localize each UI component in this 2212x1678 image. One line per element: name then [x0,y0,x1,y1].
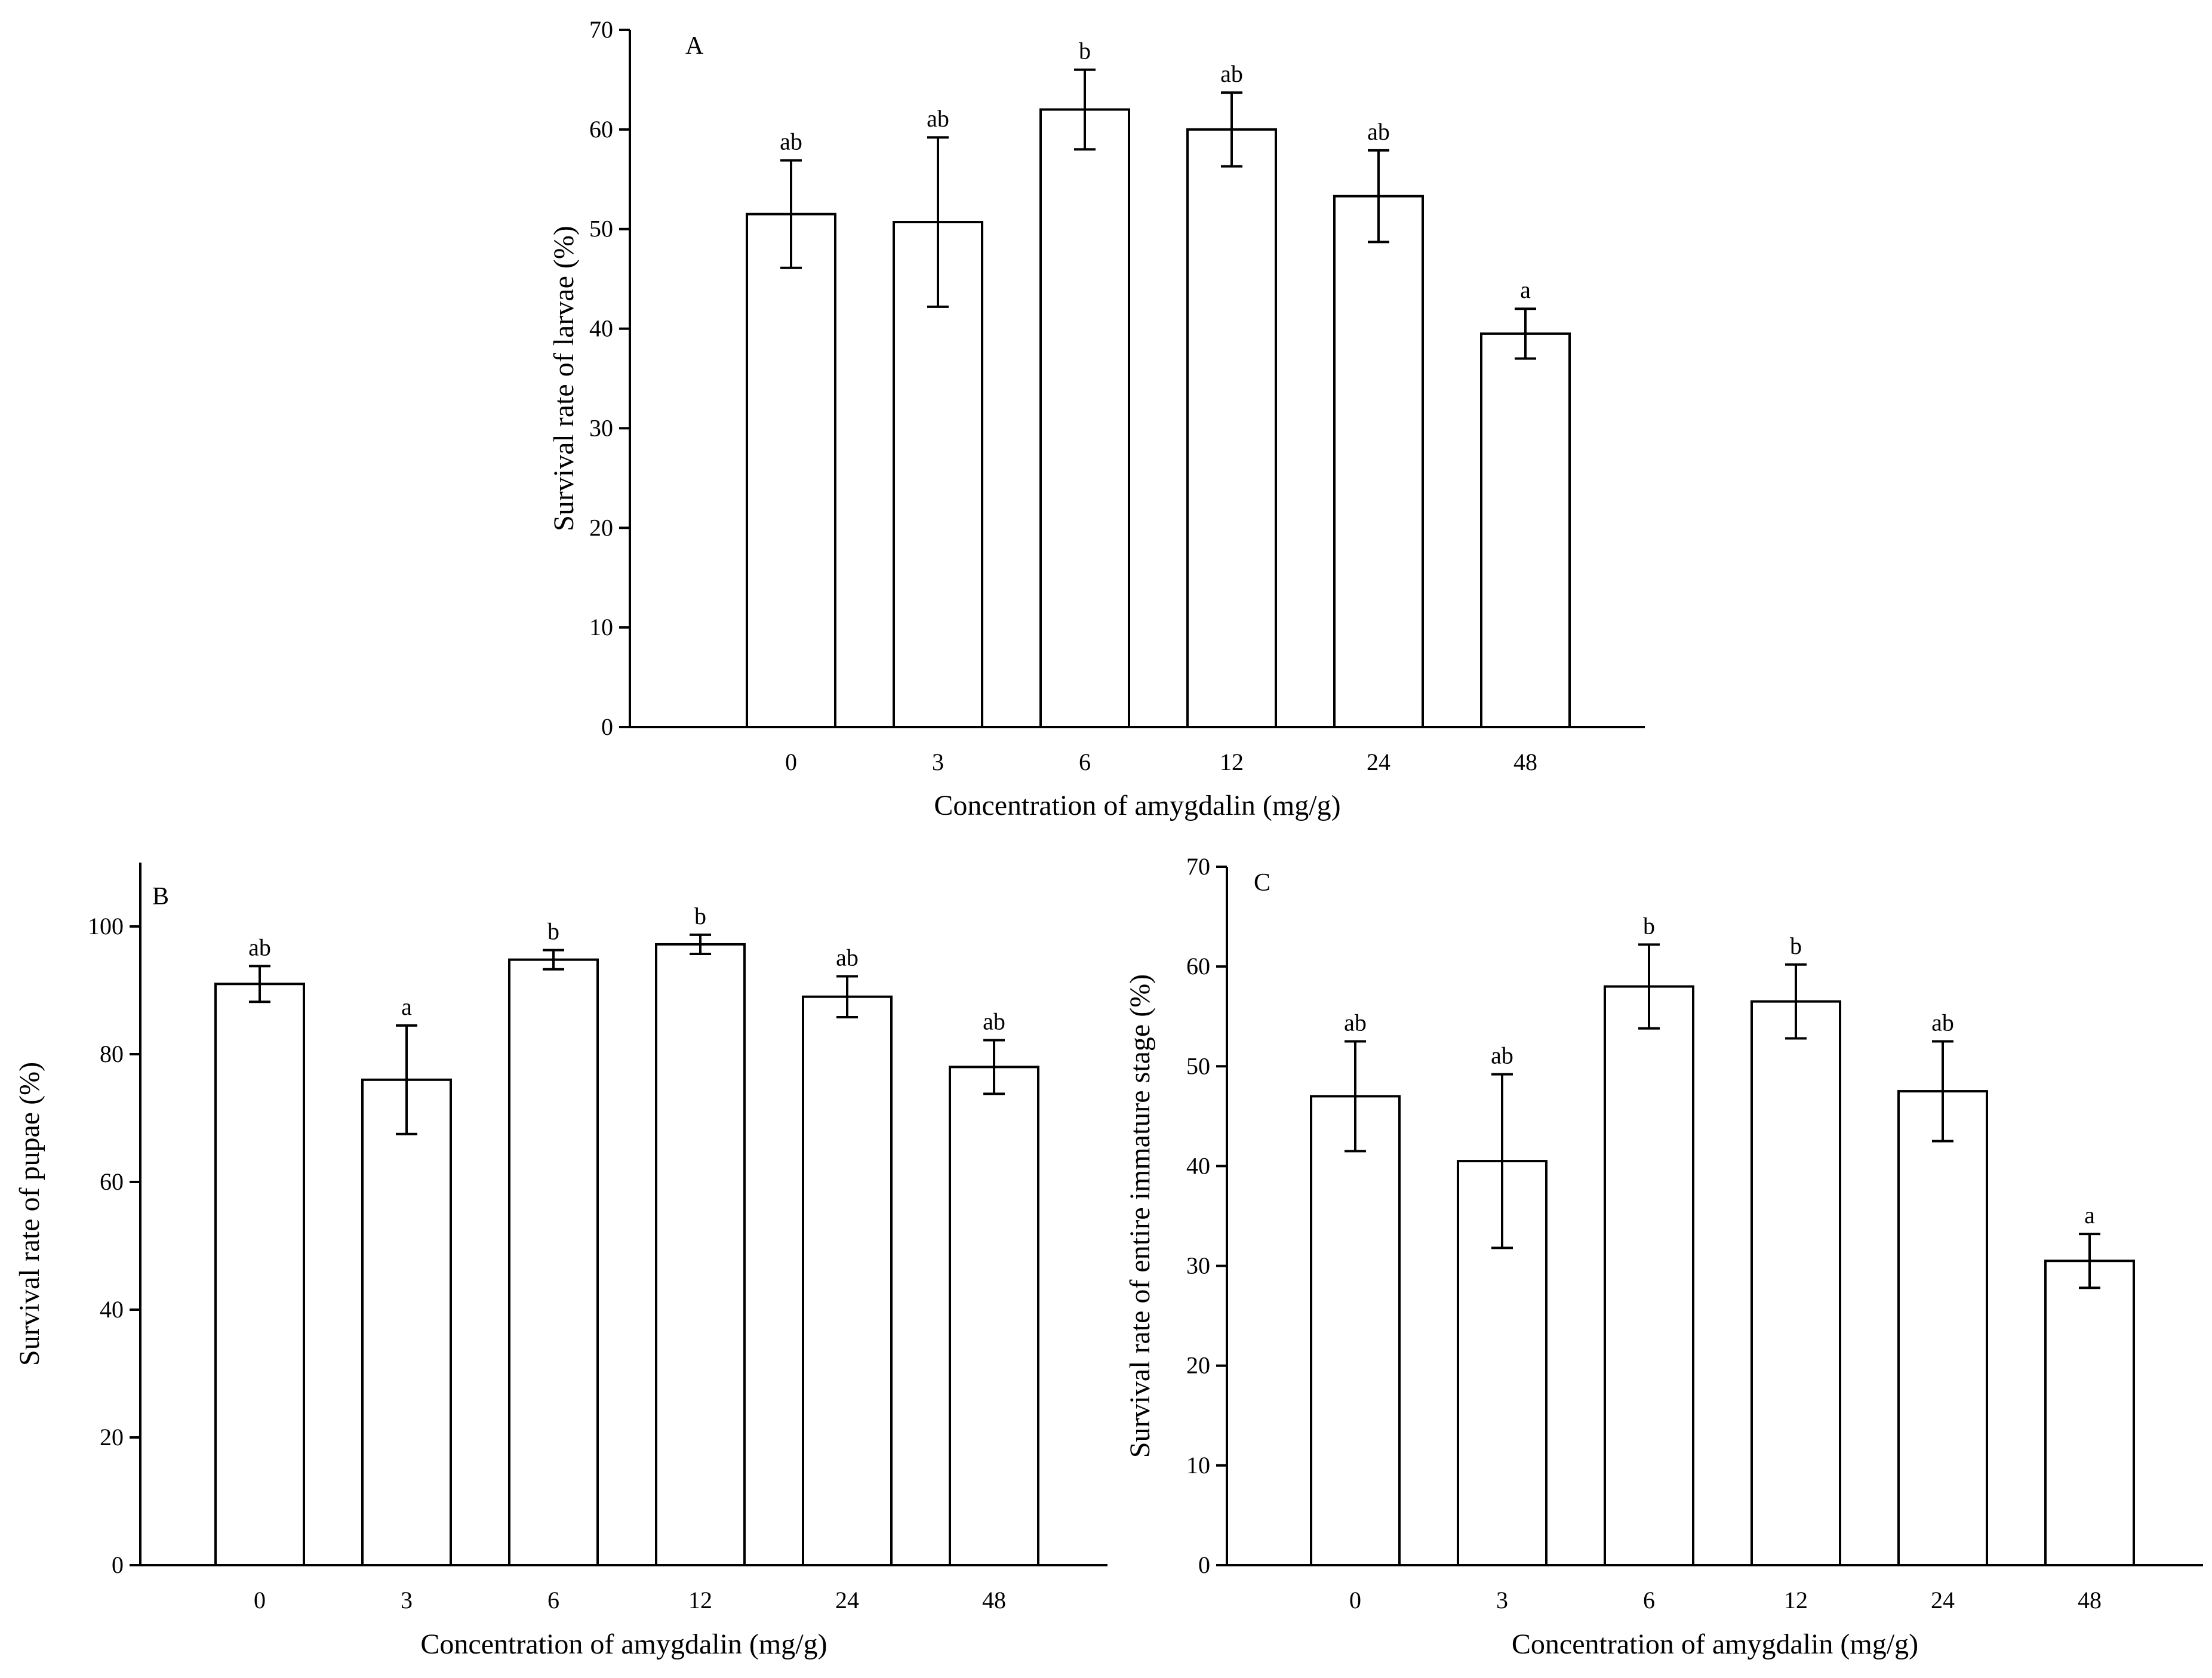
x-tick-label: 48 [982,1587,1006,1614]
panel-label: C [1254,869,1270,897]
x-tick-label: 12 [688,1587,712,1614]
y-tick-label: 40 [589,315,613,342]
significance-letter: b [547,918,559,945]
y-tick-label: 30 [1186,1252,1210,1279]
x-axis-label: Concentration of amygdalin (mg/g) [1512,1628,1918,1660]
y-axis-label: Survival rate of pupae (%) [14,1062,45,1366]
y-tick-label: 0 [601,713,613,740]
y-tick-label: 100 [88,913,124,940]
significance-letter: a [1520,276,1531,303]
bar-0 [214,983,305,1567]
bar-24 [802,995,893,1566]
y-axis-label: Survival rate of larvae (%) [548,226,580,531]
significance-letter: ab [927,105,949,132]
x-tick-label: 0 [254,1587,266,1614]
y-tick-label: 60 [1186,953,1210,980]
x-tick-label: 12 [1220,749,1244,775]
x-axis-label: Concentration of amygdalin (mg/g) [934,790,1340,821]
x-tick-label: 24 [835,1587,859,1614]
significance-letter: b [1079,38,1091,64]
significance-letter: ab [983,1008,1005,1034]
bar-48 [1480,332,1571,728]
significance-letter: a [2084,1202,2095,1229]
y-tick-label: 10 [589,614,613,641]
y-axis-label: Survival rate of entire immature stage (… [1124,974,1156,1458]
y-tick-label: 20 [100,1424,124,1451]
y-tick-label: 0 [1198,1551,1210,1578]
x-tick-label: 6 [547,1587,559,1614]
bar-48 [2044,1260,2135,1567]
significance-letter: ab [1220,60,1243,87]
y-tick-label: 20 [1186,1352,1210,1379]
y-tick-label: 30 [589,414,613,441]
significance-letter: ab [1931,1009,1954,1036]
x-tick-label: 0 [785,749,797,775]
x-tick-label: 24 [1931,1587,1955,1614]
chart-panel-b: 0 20 40 60 80 100 ab 0 a 3 b 6 b 12 ab 24 ab 48 B Concentra… [14,863,1107,1660]
x-tick-label: 0 [1349,1587,1361,1614]
x-axis-label: Concentration of amygdalin (mg/g) [420,1628,827,1660]
x-tick-label: 3 [1496,1587,1508,1614]
bar-6 [508,958,599,1566]
significance-letter: ab [1344,1009,1367,1036]
bar-12 [1750,1000,1841,1566]
x-tick-label: 48 [2078,1587,2102,1614]
panel-label: B [152,883,169,910]
x-tick-label: 6 [1643,1587,1655,1614]
x-tick-label: 24 [1367,749,1390,775]
panel-label: A [685,32,704,60]
y-tick-label: 80 [100,1040,124,1067]
significance-letter: b [1643,912,1655,939]
significance-letter: ab [248,934,271,960]
y-tick-label: 10 [1186,1452,1210,1479]
y-tick-label: 0 [112,1551,124,1578]
bar-0 [1310,1095,1401,1566]
significance-letter: ab [780,128,802,155]
y-tick-label: 60 [100,1168,124,1195]
bar-0 [746,213,836,728]
bar-6 [1604,985,1694,1566]
bar-48 [949,1066,1039,1566]
bar-12 [655,943,746,1566]
x-tick-label: 3 [932,749,944,775]
y-tick-label: 40 [1186,1152,1210,1179]
significance-letter: b [694,903,706,929]
y-tick-label: 20 [589,514,613,541]
significance-letter: a [401,993,412,1020]
y-tick-label: 40 [100,1296,124,1323]
bar-6 [1039,108,1130,728]
significance-letter: b [1790,932,1802,959]
bar-12 [1186,128,1277,729]
bar-24 [1897,1090,1988,1566]
x-tick-label: 3 [401,1587,413,1614]
bar-3 [361,1078,452,1567]
x-tick-label: 12 [1784,1587,1808,1614]
chart-panel-c: 0 10 20 30 40 50 60 70 ab 0 ab 3 b 6 b 12 ab 24 a 48 C Concen… [1124,853,2203,1660]
significance-letter: ab [1367,118,1390,145]
y-tick-label: 60 [589,116,613,143]
chart-panel-a: 0 10 20 30 40 50 60 70 ab 0 ab 3 b 6 ab 12 ab 24 a 48 A Conce… [548,16,1645,821]
y-tick-label: 50 [589,215,613,242]
bar-24 [1333,195,1424,728]
y-tick-label: 50 [1186,1052,1210,1079]
significance-letter: ab [836,944,859,971]
significance-letter: ab [1491,1042,1513,1069]
y-tick-label: 70 [589,16,613,43]
x-tick-label: 48 [1513,749,1537,775]
x-tick-label: 6 [1079,749,1091,775]
y-tick-label: 70 [1186,853,1210,880]
